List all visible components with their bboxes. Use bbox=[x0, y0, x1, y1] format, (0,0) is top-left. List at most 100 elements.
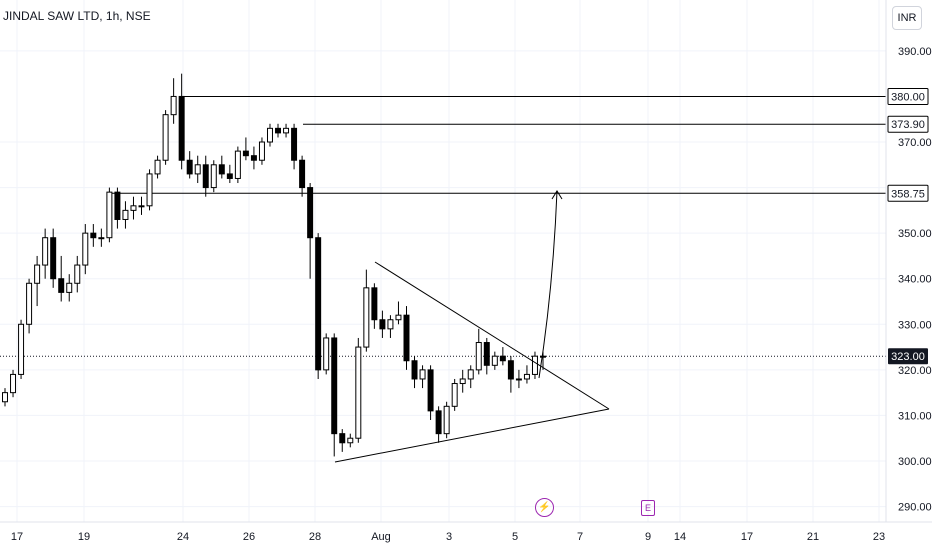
time-tick-label: 5 bbox=[512, 531, 518, 543]
price-tick-label: 370.00 bbox=[898, 137, 932, 149]
price-axis[interactable]: 290.00 300.00 310.00 320.00 330.00 340.00 350.… bbox=[885, 0, 932, 522]
current-price-box bbox=[888, 348, 928, 365]
candle-body bbox=[483, 342, 490, 366]
time-tick-label: Aug bbox=[371, 531, 391, 543]
level-label: 380.00 bbox=[891, 91, 925, 103]
candle-body bbox=[355, 346, 362, 439]
candle-body bbox=[507, 360, 514, 380]
candle-body bbox=[18, 323, 25, 375]
price-tick-label: 390.00 bbox=[898, 46, 932, 58]
candle-body bbox=[299, 159, 306, 189]
candle-body bbox=[170, 95, 177, 116]
candle-body bbox=[66, 282, 73, 293]
time-tick-label: 3 bbox=[446, 531, 452, 543]
price-tick-label: 310.00 bbox=[898, 410, 932, 422]
candle-body bbox=[451, 383, 458, 407]
candle-body bbox=[90, 232, 97, 239]
candle-body bbox=[178, 95, 185, 161]
candle-body bbox=[210, 164, 217, 189]
current-price-line: 323.00 bbox=[0, 348, 928, 365]
earnings-event-marker[interactable]: E bbox=[641, 500, 655, 516]
candle-body bbox=[234, 150, 241, 179]
candle-body bbox=[194, 164, 201, 175]
candle-body bbox=[491, 355, 498, 366]
level-label-box bbox=[887, 115, 929, 133]
time-tick-label: 26 bbox=[243, 531, 255, 543]
time-tick-label: 9 bbox=[645, 531, 651, 543]
candle-body bbox=[515, 378, 522, 381]
price-tick-label: 300.00 bbox=[898, 456, 932, 468]
candle-body bbox=[331, 337, 338, 435]
symbol-title[interactable]: JINDAL SAW LTD, 1h, NSE bbox=[3, 9, 151, 23]
candle-body bbox=[74, 264, 81, 284]
candle-body bbox=[275, 127, 282, 134]
candle-body bbox=[82, 232, 89, 266]
candle-body bbox=[10, 373, 17, 394]
projection-arrow-head bbox=[551, 190, 563, 200]
candle-body bbox=[467, 369, 474, 380]
time-tick-label: 17 bbox=[741, 531, 753, 543]
currency-button[interactable]: INR bbox=[892, 6, 922, 30]
level-label: 373.90 bbox=[891, 119, 925, 131]
candle-body bbox=[283, 127, 290, 134]
price-tick-label: 340.00 bbox=[898, 274, 932, 286]
projection-arrow-line bbox=[538, 190, 558, 379]
time-tick-label: 14 bbox=[674, 531, 686, 543]
candle-body bbox=[50, 237, 57, 280]
chart-grid bbox=[0, 0, 886, 522]
candle-body bbox=[531, 355, 538, 375]
triangle-upper-trendline bbox=[374, 261, 610, 410]
candle-body bbox=[499, 355, 506, 362]
candlestick-series bbox=[2, 73, 546, 457]
candle-body bbox=[475, 342, 482, 371]
candle-body bbox=[98, 237, 105, 240]
time-tick-label: 19 bbox=[78, 531, 90, 543]
candle-body bbox=[58, 278, 65, 293]
time-tick-label: 24 bbox=[177, 531, 189, 543]
candle-body bbox=[162, 114, 169, 161]
candle-body bbox=[146, 173, 153, 207]
candle-body bbox=[411, 360, 418, 380]
candle-body bbox=[371, 287, 378, 321]
candle-body bbox=[26, 282, 33, 325]
candle-body bbox=[106, 191, 113, 239]
horizontal-levels[interactable]: 380.00 373.90 358.75 bbox=[108, 87, 929, 202]
candle-body bbox=[443, 405, 450, 435]
candle-body bbox=[34, 264, 41, 284]
triangle-lower-trendline bbox=[334, 408, 610, 463]
triangle-drawing[interactable] bbox=[334, 190, 610, 463]
candle-body bbox=[218, 164, 225, 175]
candle-body bbox=[315, 237, 322, 371]
time-axis[interactable]: 17 19 24 26 28 Aug 3 5 7 9 14 17 21 23 bbox=[0, 521, 932, 543]
candle-body bbox=[387, 319, 394, 330]
candle-body bbox=[403, 314, 410, 362]
level-label-box bbox=[887, 184, 929, 202]
time-tick-label: 7 bbox=[577, 531, 583, 543]
candle-body bbox=[154, 159, 161, 175]
candle-body bbox=[435, 410, 442, 435]
price-tick-label: 320.00 bbox=[898, 365, 932, 377]
candle-body bbox=[395, 314, 402, 321]
candle-body bbox=[540, 355, 546, 358]
lightning-icon: ⚡ bbox=[538, 502, 551, 513]
candle-body bbox=[258, 141, 265, 161]
candle-body bbox=[42, 237, 49, 266]
candle-body bbox=[427, 369, 434, 412]
candle-body bbox=[266, 127, 273, 143]
candle-body bbox=[523, 373, 530, 380]
candle-body bbox=[363, 287, 370, 348]
candle-body bbox=[138, 205, 145, 208]
candle-body bbox=[2, 392, 8, 403]
candle-body bbox=[379, 319, 386, 330]
dividend-event-marker[interactable]: ⚡ bbox=[535, 498, 554, 517]
level-label: 358.75 bbox=[891, 188, 925, 200]
candle-body bbox=[186, 159, 193, 175]
price-tick-label: 290.00 bbox=[898, 502, 932, 514]
candle-body bbox=[339, 433, 346, 444]
level-label-box bbox=[887, 87, 929, 105]
candle-body bbox=[291, 127, 298, 161]
candle-body bbox=[130, 205, 137, 211]
candle-body bbox=[242, 150, 249, 157]
candle-body bbox=[347, 437, 354, 444]
